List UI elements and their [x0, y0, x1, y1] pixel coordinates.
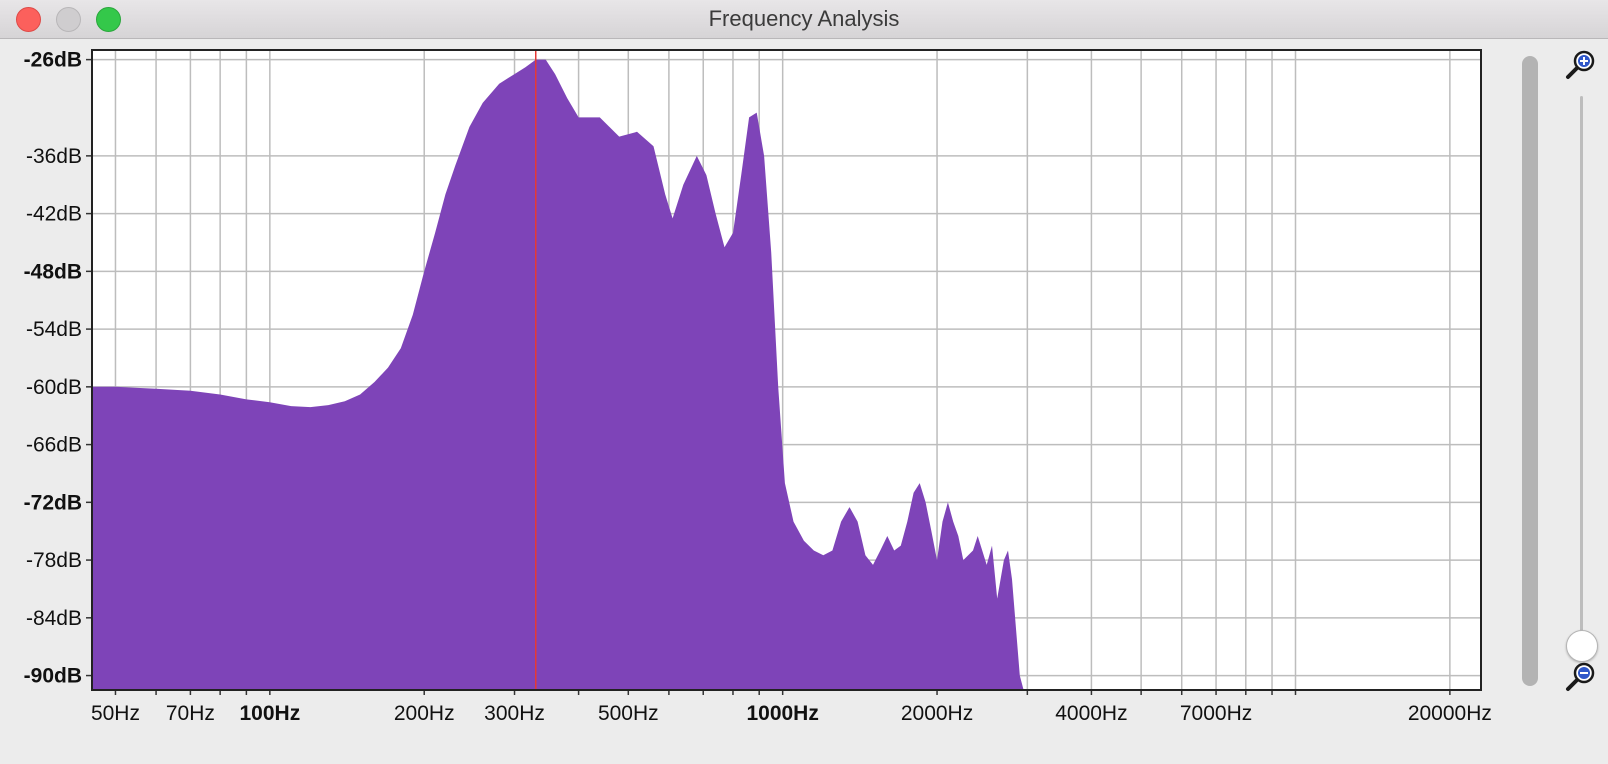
y-tick-label: -60dB — [26, 376, 82, 399]
vertical-scrollbar[interactable] — [1522, 56, 1538, 686]
x-tick-label: 100Hz — [239, 702, 300, 725]
window-title: Frequency Analysis — [708, 6, 900, 31]
y-tick-label: -42dB — [26, 203, 82, 226]
x-tick-label: 50Hz — [91, 702, 140, 725]
close-icon[interactable] — [16, 7, 41, 32]
y-tick-label: -72dB — [24, 491, 82, 514]
y-tick-label: -84dB — [26, 607, 82, 630]
zoom-window-icon[interactable] — [96, 7, 121, 32]
x-tick-label: 1000Hz — [746, 702, 818, 725]
x-tick-label: 4000Hz — [1055, 702, 1127, 725]
y-tick-label: -26dB — [24, 49, 82, 72]
x-tick-label: 2000Hz — [901, 702, 973, 725]
x-tick-label: 7000Hz — [1180, 702, 1252, 725]
plot-border — [91, 49, 1482, 691]
y-tick-label: -90dB — [24, 665, 82, 688]
x-tick-label: 500Hz — [598, 702, 659, 725]
zoom-out-magnifier-icon[interactable] — [1563, 660, 1597, 694]
y-tick-label: -48dB — [24, 260, 82, 283]
title-bar: Frequency Analysis — [0, 0, 1608, 39]
zoom-slider-thumb[interactable] — [1566, 630, 1598, 662]
zoom-in-magnifier-icon[interactable] — [1563, 48, 1597, 82]
frequency-plot[interactable]: -26dB -36dB -42dB -48dB -54dB -60dB -66dB -72dB… — [0, 38, 1520, 764]
x-tick-label: 200Hz — [394, 702, 455, 725]
y-tick-label: -36dB — [26, 145, 82, 168]
x-tick-label: 70Hz — [166, 702, 215, 725]
zoom-slider-track[interactable] — [1580, 96, 1583, 656]
spectrum-area — [92, 59, 1024, 691]
minimize-icon[interactable] — [56, 7, 81, 32]
x-tick-label: 20000Hz — [1408, 702, 1492, 725]
y-tick-label: -78dB — [26, 549, 82, 572]
y-tick-label: -54dB — [26, 318, 82, 341]
y-tick-label: -66dB — [26, 434, 82, 457]
x-tick-label: 300Hz — [484, 702, 545, 725]
